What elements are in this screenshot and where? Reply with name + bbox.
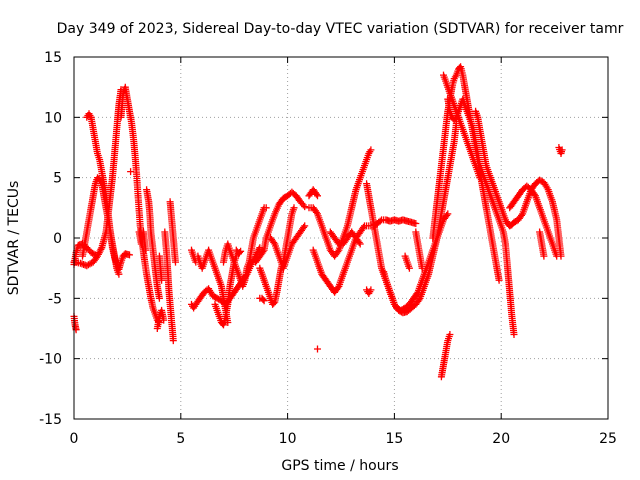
y-tick-label: 5 [53,171,62,187]
data-point [262,204,270,212]
data-point [90,250,98,258]
data-point [359,223,367,231]
data-point [301,222,309,230]
x-tick-label: 10 [279,431,297,447]
data-point [367,146,375,154]
data-point [553,252,561,260]
data-point [126,251,133,259]
y-tick-label: -5 [48,291,62,307]
data-point [355,239,363,246]
chart-title: Day 349 of 2023, Sidereal Day-to-day VTE… [57,21,624,37]
y-tick-label: -15 [39,412,62,428]
data-point [91,251,99,259]
x-tick-label: 20 [492,431,510,447]
axis-ticks: 0 5 10 15 20 25 -15 -10 -5 0 5 10 15 [39,50,617,447]
x-tick-label: 0 [70,431,79,447]
x-tick-label: 15 [385,431,403,447]
data-point [334,239,342,246]
data-point [259,296,267,303]
data-point [127,168,135,176]
data-point [418,264,426,272]
data-point [510,331,518,338]
data-point [97,245,105,253]
x-tick-label: 5 [176,431,185,447]
data-point [290,204,298,212]
data-point [376,217,384,225]
data-point [237,247,245,255]
data-point [314,192,321,200]
y-axis-label: SDTVAR / TECUs [6,181,22,296]
data-point [443,211,451,219]
data-point [259,248,267,256]
data-point [367,286,375,294]
data-point [260,297,268,305]
data-point [558,146,566,154]
y-tick-label: 15 [44,50,62,66]
data-point [444,210,452,218]
data-point [155,294,163,302]
data-point [115,270,123,278]
data-point [172,258,179,266]
data-point [312,190,320,198]
data-point [158,276,166,284]
x-tick-label: 25 [599,431,617,447]
data-point [540,252,548,260]
y-tick-label: 0 [53,231,62,247]
data-point [412,220,420,227]
y-tick-label: 10 [44,110,62,126]
data-point [300,223,308,231]
data-point [314,345,321,353]
data-point [236,249,243,256]
data-points [70,63,566,381]
data-point [405,264,413,272]
y-tick-label: -10 [39,352,62,368]
data-point [301,203,309,211]
data-point [255,245,263,253]
data-point [169,337,177,345]
data-point [356,240,364,248]
data-point [270,299,278,307]
data-point [495,276,503,284]
x-axis-label: GPS time / hours [281,458,398,474]
data-point [446,331,454,338]
data-point [142,246,150,254]
data-point [299,201,307,209]
data-point [160,316,168,324]
